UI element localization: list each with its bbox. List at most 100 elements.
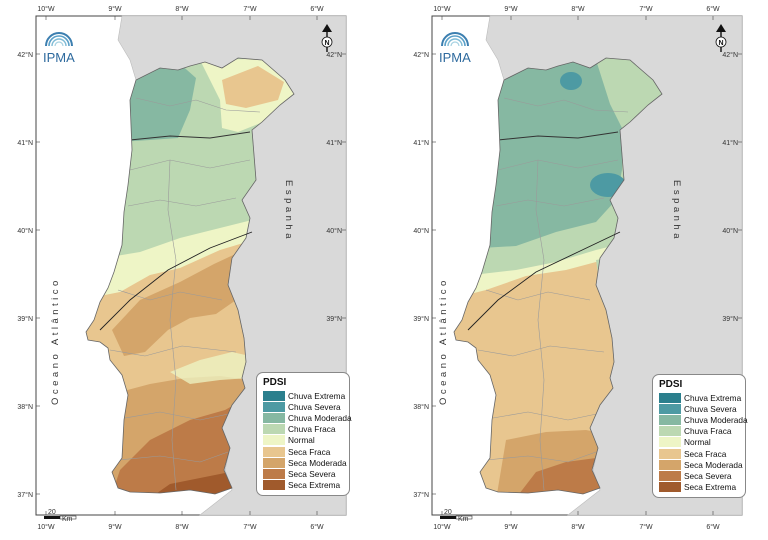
lon-label-bottom: 8°W <box>571 523 585 531</box>
logo-text: IPMA <box>43 50 75 65</box>
pdsi-legend: PDSI Chuva Extrema Chuva Severa Chuva Mo… <box>256 372 352 496</box>
lat-label-left: 42°N <box>413 51 429 59</box>
scale-bar: 20 Km <box>44 509 77 523</box>
ocean-label: Oceano Atlântico <box>50 277 61 405</box>
pdsi-map-left: 10°W 9°W 8°W 7°W 6°W 10°W 9°W 8°W 7°W 6°… <box>17 5 352 531</box>
legend-item: Seca Moderada <box>263 457 347 468</box>
lon-label-top: 6°W <box>310 5 324 13</box>
legend-label: Seca Extrema <box>288 480 341 491</box>
lat-label-left: 41°N <box>17 139 33 147</box>
lon-label-top: 7°W <box>639 5 653 13</box>
legend-label: Chuva Severa <box>288 401 341 412</box>
lat-label-right: 42°N <box>722 51 738 59</box>
lat-label-left: 37°N <box>17 491 33 499</box>
north-label: N <box>718 40 723 47</box>
lat-label-left: 38°N <box>17 403 33 411</box>
lon-label-top: 8°W <box>571 5 585 13</box>
scale-bar: 20 Km <box>440 509 473 523</box>
north-arrow-icon: N <box>715 24 727 52</box>
legend-item: Seca Fraca <box>263 446 343 457</box>
legend-swatch <box>263 401 285 412</box>
legend-swatch <box>263 424 285 435</box>
country-label: Espanha <box>671 180 682 242</box>
lon-label-bottom: 7°W <box>639 523 653 531</box>
legend-swatch <box>659 414 681 425</box>
lat-label-right: 42°N <box>326 51 342 59</box>
lon-label-bottom: 10°W <box>433 523 451 531</box>
legend-swatch <box>659 403 681 414</box>
lat-label-left: 40°N <box>413 227 429 235</box>
lon-label-top: 6°W <box>706 5 720 13</box>
ipma-logo: IPMA <box>439 32 471 65</box>
logo-text: IPMA <box>439 50 471 65</box>
legend-item: Seca Fraca <box>659 448 739 459</box>
legend-item: Chuva Fraca <box>659 426 739 437</box>
lon-label-top: 10°W <box>37 5 55 13</box>
legend-swatch <box>263 435 285 446</box>
lon-label-top: 9°W <box>504 5 518 13</box>
lat-label-left: 38°N <box>413 403 429 411</box>
legend-label: Chuva Fraca <box>288 424 336 435</box>
legend-item: Chuva Moderada <box>659 414 748 425</box>
lat-label-left: 37°N <box>413 491 429 499</box>
legend-label: Chuva Severa <box>684 403 737 414</box>
legend-swatch <box>659 482 681 493</box>
lat-label-left: 39°N <box>413 315 429 323</box>
scale-label: 20 <box>444 509 452 516</box>
legend-item: Chuva Severa <box>659 403 739 414</box>
legend-item: Chuva Extrema <box>659 392 741 403</box>
portugal-outline <box>85 57 295 495</box>
lat-label-left: 39°N <box>17 315 33 323</box>
legend-item: Seca Severa <box>659 470 739 481</box>
legend-item: Chuva Fraca <box>263 424 343 435</box>
lat-label-right: 40°N <box>326 227 342 235</box>
scale-unit: Km <box>458 516 469 523</box>
legend-title: PDSI <box>263 377 287 388</box>
lon-label-bottom: 6°W <box>310 523 324 531</box>
north-arrow-icon: N <box>321 24 333 52</box>
scale-label: 20 <box>48 509 56 516</box>
legend-swatch <box>659 426 681 437</box>
north-label: N <box>324 40 329 47</box>
scale-unit: Km <box>62 516 73 523</box>
legend-item: Seca Severa <box>263 468 343 479</box>
legend-label: Chuva Extrema <box>288 390 346 401</box>
legend-swatch <box>659 459 681 470</box>
lat-label-right: 41°N <box>326 139 342 147</box>
legend-label: Seca Moderada <box>684 459 743 470</box>
lon-label-bottom: 8°W <box>175 523 189 531</box>
legend-item: Chuva Severa <box>263 401 343 412</box>
legend-label: Normal <box>288 435 315 446</box>
legend-item: Chuva Moderada <box>263 412 352 423</box>
legend-label: Seca Extrema <box>684 482 737 493</box>
legend-title: PDSI <box>659 379 683 390</box>
legend-item: Seca Extrema <box>659 482 739 493</box>
tejo-line <box>99 231 253 331</box>
legend-label: Normal <box>684 437 711 448</box>
legend-swatch <box>263 468 285 479</box>
legend-item: Seca Extrema <box>263 480 343 491</box>
legend-swatch <box>263 446 285 457</box>
legend-item: Chuva Extrema <box>263 390 346 401</box>
lon-label-bottom: 7°W <box>243 523 257 531</box>
legend-swatch <box>263 412 285 423</box>
lat-label-left: 42°N <box>17 51 33 59</box>
lon-label-bottom: 9°W <box>504 523 518 531</box>
lat-label-right: 40°N <box>722 227 738 235</box>
legend-label: Seca Severa <box>684 470 732 481</box>
lon-label-bottom: 10°W <box>37 523 55 531</box>
legend-swatch <box>659 392 681 403</box>
pdsi-legend: PDSI Chuva Extrema Chuva Severa Chuva Mo… <box>652 374 748 498</box>
legend-label: Chuva Moderada <box>288 412 352 423</box>
ipma-logo: IPMA <box>43 32 75 65</box>
lon-label-top: 7°W <box>243 5 257 13</box>
legend-swatch <box>263 480 285 491</box>
lon-label-top: 9°W <box>108 5 122 13</box>
ocean-label: Oceano Atlântico <box>438 277 449 405</box>
pdsi-map-right: 10°W 9°W 8°W 7°W 6°W 10°W 9°W 8°W 7°W 6°… <box>396 0 768 540</box>
country-label: Espanha <box>283 180 294 242</box>
legend-item: Seca Moderada <box>659 459 743 470</box>
lat-label-right: 39°N <box>722 315 738 323</box>
legend-label: Seca Moderada <box>288 457 347 468</box>
legend-label: Seca Fraca <box>684 448 727 459</box>
